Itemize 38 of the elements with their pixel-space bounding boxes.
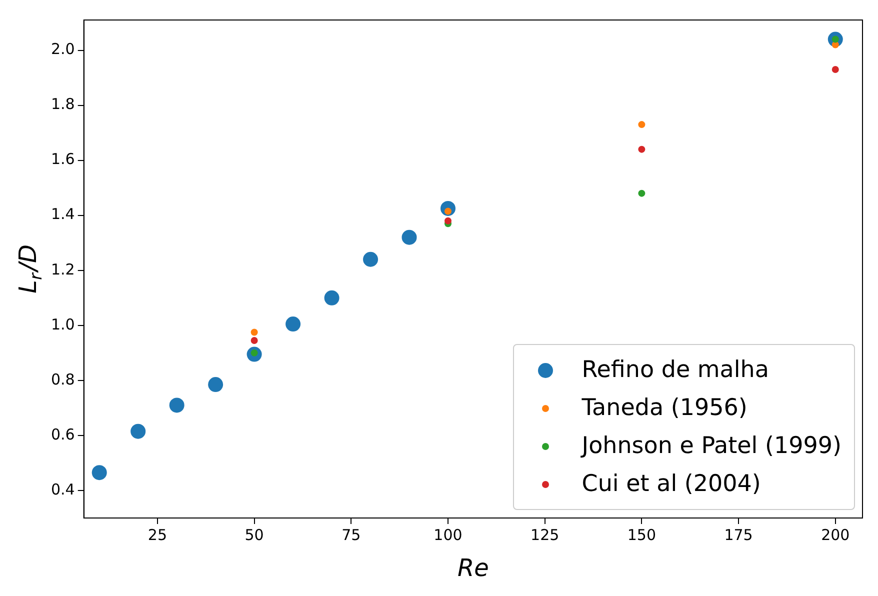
point (444, 217, 452, 224)
x-tick-label: 50 (244, 526, 264, 544)
y-tick-label: 1.0 (50, 315, 75, 334)
x-tick-label: 75 (342, 526, 361, 544)
point (286, 316, 301, 332)
point (638, 146, 646, 153)
y-tick-label: 1.8 (50, 95, 75, 114)
y-tick-label: 1.6 (50, 150, 75, 168)
point (638, 121, 646, 128)
y-tick-label: 0.4 (50, 480, 75, 498)
legend-label: Refino de malha (582, 357, 769, 383)
y-tick-label: 0.8 (50, 370, 75, 388)
legend-label: Taneda (1956) (582, 395, 748, 421)
point (638, 190, 646, 197)
y-tick-label: 2.0 (50, 40, 75, 58)
legend-label: Cui et al (2004) (582, 471, 761, 497)
x-tick-label: 125 (530, 526, 560, 544)
y-tick-label: 0.6 (50, 425, 75, 444)
point (250, 337, 258, 344)
point (130, 424, 146, 439)
x-tick-label: 25 (148, 526, 168, 544)
point (92, 465, 107, 480)
y-axis-title: Lr/D (14, 244, 46, 294)
x-tick-label: 100 (434, 526, 462, 544)
y-tick-label: 1.4 (50, 205, 75, 224)
point (402, 230, 417, 245)
point (363, 252, 378, 267)
x-axis-title: Re (457, 554, 489, 582)
legend-label: Johnson e Patel (1999) (582, 433, 842, 459)
x-tick-label: 175 (724, 526, 753, 544)
x-tick-label: 150 (627, 526, 656, 544)
x-tick-label: 200 (821, 526, 850, 544)
point (169, 398, 184, 413)
point (250, 328, 258, 336)
point (208, 377, 224, 392)
point (832, 66, 839, 74)
point (324, 290, 340, 306)
y-tick-label: 1.2 (50, 260, 75, 278)
